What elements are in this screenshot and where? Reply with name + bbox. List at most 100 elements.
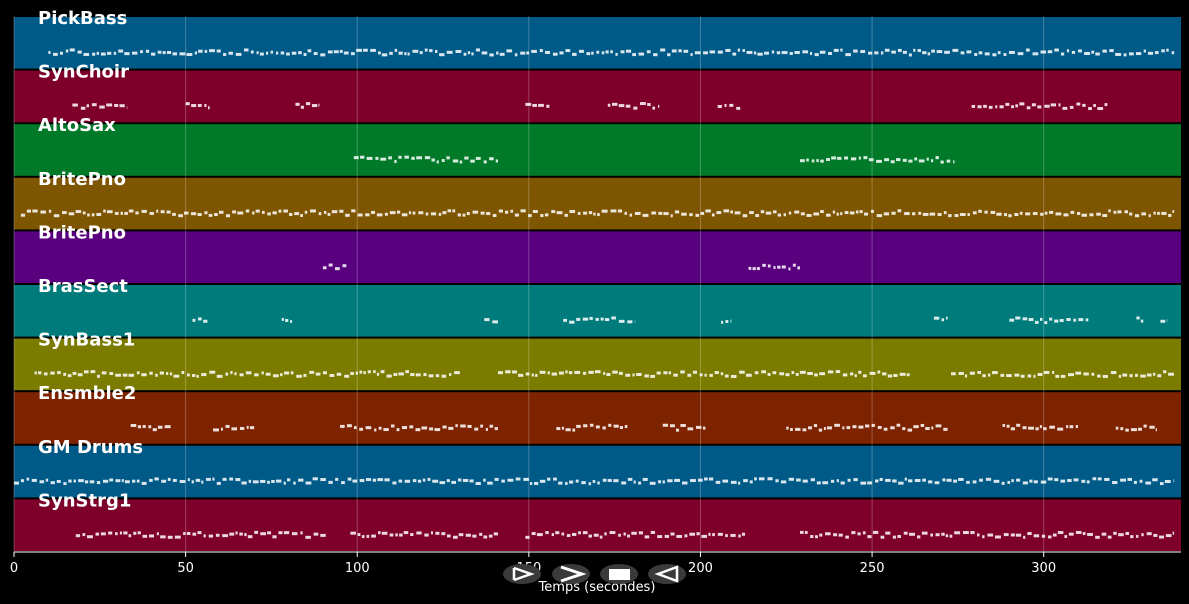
- note: [851, 531, 856, 535]
- track-label: BritePno: [38, 222, 126, 243]
- note: [398, 155, 402, 159]
- note: [934, 481, 940, 485]
- note: [1168, 213, 1172, 217]
- note: [1110, 371, 1117, 375]
- note: [908, 159, 913, 163]
- note: [357, 213, 363, 217]
- note: [100, 532, 106, 536]
- note: [102, 479, 109, 483]
- note: [192, 318, 196, 322]
- note: [575, 479, 579, 483]
- rewind-button[interactable]: [648, 564, 686, 584]
- note: [418, 211, 424, 215]
- note: [995, 535, 1001, 539]
- note: [154, 477, 159, 481]
- note: [26, 477, 30, 481]
- note: [506, 49, 513, 53]
- note: [605, 50, 609, 54]
- note: [206, 477, 211, 481]
- note: [815, 535, 818, 539]
- note: [416, 531, 422, 535]
- note: [260, 532, 267, 536]
- track-label: SynChoir: [38, 62, 129, 83]
- note: [156, 209, 159, 213]
- note: [880, 51, 884, 55]
- note-segment: [1002, 423, 1079, 431]
- note: [230, 371, 233, 375]
- note: [721, 320, 724, 324]
- note: [1108, 209, 1111, 213]
- note: [494, 427, 498, 431]
- note: [941, 318, 945, 322]
- note: [758, 477, 765, 481]
- note: [795, 372, 799, 376]
- note: [917, 535, 921, 539]
- note: [745, 373, 752, 377]
- note: [481, 51, 488, 55]
- note: [479, 532, 483, 536]
- note: [586, 52, 591, 56]
- note: [1081, 213, 1088, 217]
- note: [954, 531, 961, 535]
- play-button[interactable]: [503, 564, 541, 584]
- note: [1055, 374, 1060, 378]
- note: [673, 373, 678, 377]
- note: [307, 49, 312, 53]
- note: [692, 370, 698, 374]
- note: [984, 52, 990, 56]
- note: [1112, 481, 1118, 485]
- note-segment: [748, 263, 801, 271]
- note: [123, 531, 128, 535]
- note: [746, 50, 753, 54]
- note: [826, 158, 830, 162]
- note: [195, 478, 201, 482]
- note: [63, 372, 67, 376]
- note: [547, 371, 550, 375]
- note: [716, 211, 722, 215]
- note-segment: [1009, 316, 1089, 325]
- note: [381, 531, 388, 535]
- note: [742, 214, 748, 218]
- playback-controls: [503, 564, 686, 584]
- note: [556, 211, 563, 215]
- note-segment: [607, 102, 660, 110]
- note: [1118, 533, 1124, 537]
- note: [1133, 480, 1137, 484]
- note: [602, 478, 607, 482]
- note: [832, 210, 836, 214]
- note: [124, 52, 130, 56]
- note: [1152, 478, 1158, 482]
- note: [668, 371, 672, 375]
- note: [940, 160, 944, 164]
- note: [56, 479, 61, 483]
- note: [781, 265, 786, 269]
- fast-forward-button[interactable]: [552, 564, 590, 584]
- note-segment: [1136, 316, 1144, 323]
- note: [1017, 52, 1024, 56]
- note: [690, 53, 693, 57]
- stop-button[interactable]: [600, 564, 638, 584]
- note: [983, 104, 987, 108]
- note: [367, 370, 371, 374]
- note: [730, 480, 737, 484]
- note: [960, 51, 965, 55]
- note: [415, 373, 421, 377]
- note: [1010, 533, 1015, 537]
- note: [99, 105, 105, 109]
- note: [865, 424, 870, 428]
- note: [428, 374, 434, 378]
- note: [855, 210, 859, 214]
- note: [1027, 374, 1032, 378]
- note: [943, 211, 947, 215]
- note: [80, 106, 86, 110]
- track-background: [14, 17, 1181, 69]
- note: [1087, 532, 1093, 536]
- note: [1082, 103, 1086, 107]
- note: [214, 213, 218, 217]
- note: [872, 530, 879, 534]
- note: [1097, 107, 1104, 111]
- note: [96, 212, 102, 216]
- note: [339, 49, 343, 53]
- note: [786, 426, 789, 430]
- note: [365, 213, 370, 217]
